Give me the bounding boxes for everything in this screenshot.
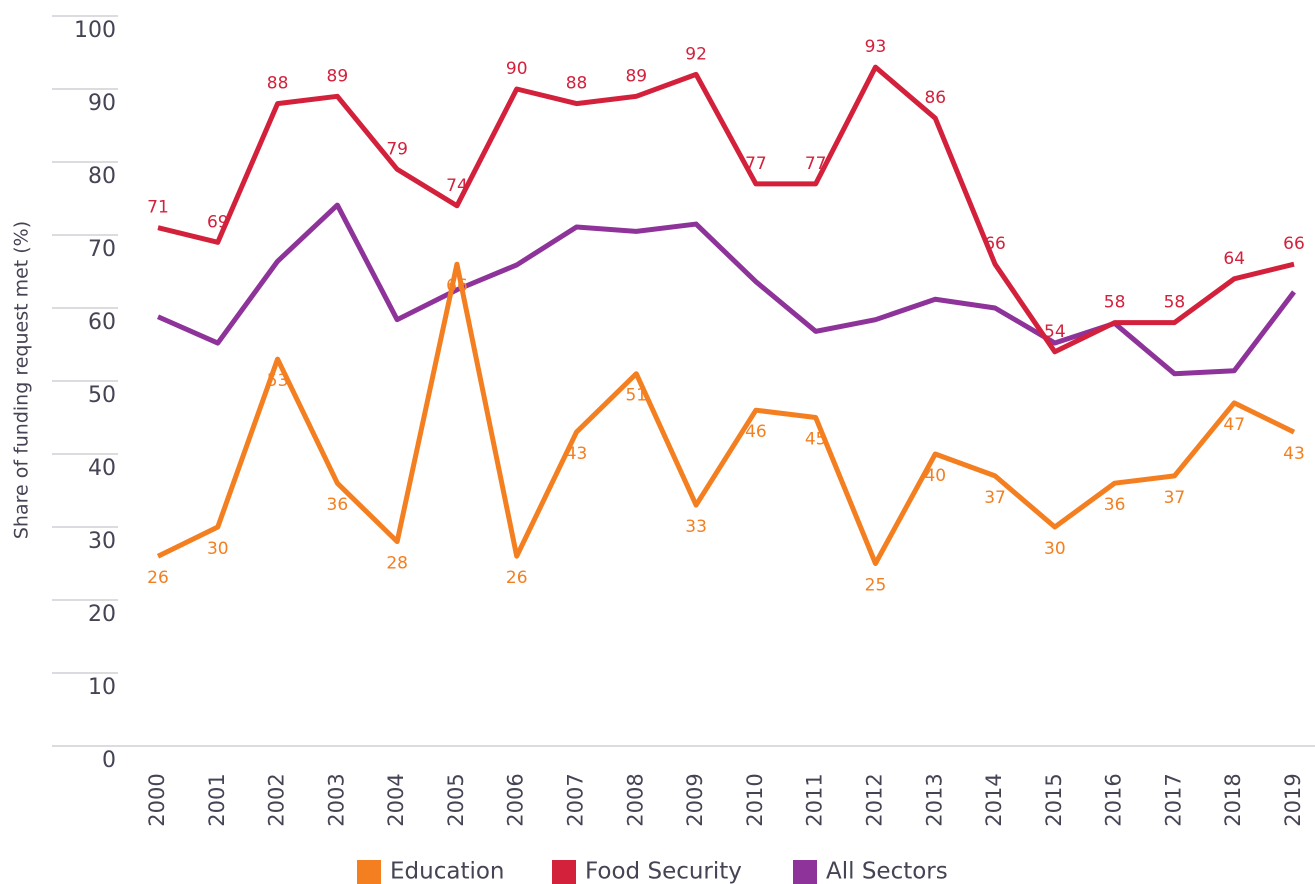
y-tick-label: 80: [88, 164, 116, 189]
data-label: 64: [1223, 249, 1245, 269]
x-tick-label: 2006: [504, 773, 528, 826]
x-tick-label: 2001: [205, 773, 229, 826]
data-label: 43: [566, 444, 588, 464]
y-tick-label: 20: [88, 602, 116, 627]
x-tick-label: 2003: [324, 773, 348, 826]
data-label: 58: [1104, 293, 1126, 313]
data-label: 43: [1283, 444, 1305, 464]
y-tick-label: 40: [88, 456, 116, 481]
data-label: 30: [207, 539, 229, 559]
data-label: 93: [865, 37, 887, 57]
x-tick-label: 2005: [444, 773, 468, 826]
data-label: 58: [1164, 293, 1186, 313]
y-tick-label: 10: [88, 675, 116, 700]
data-label: 77: [805, 154, 827, 174]
data-label: 51: [625, 386, 647, 406]
x-tick-label: 2007: [564, 773, 588, 826]
x-tick-label: 2002: [265, 773, 289, 826]
y-tick-label: 0: [102, 748, 116, 773]
x-tick-label: 2008: [623, 773, 647, 826]
data-label: 53: [267, 371, 289, 391]
legend-label: Food Security: [585, 859, 742, 884]
data-label: 88: [566, 74, 588, 94]
x-tick-label: 2013: [922, 773, 946, 826]
x-tick-label: 2017: [1161, 773, 1185, 826]
legend-swatch: [357, 860, 381, 884]
y-tick-label: 30: [88, 529, 116, 554]
y-tick-label: 100: [74, 18, 116, 43]
x-tick-label: 2004: [384, 773, 408, 826]
data-label: 90: [506, 59, 528, 79]
data-label: 36: [1104, 495, 1126, 515]
y-tick-label: 50: [88, 383, 116, 408]
x-tick-label: 2015: [1042, 773, 1066, 826]
x-tick-label: 2000: [145, 773, 169, 826]
data-label: 77: [745, 154, 767, 174]
y-tick-label: 90: [88, 91, 116, 116]
data-label: 66: [984, 234, 1006, 254]
x-tick-label: 2018: [1221, 773, 1245, 826]
data-label: 45: [805, 430, 827, 450]
data-label: 74: [446, 176, 468, 196]
x-tick-label: 2010: [743, 773, 767, 826]
y-tick-label: 70: [88, 237, 116, 262]
data-label: 37: [984, 488, 1006, 508]
data-label: 30: [1044, 539, 1066, 559]
data-label: 88: [267, 74, 289, 94]
data-label: 54: [1044, 322, 1066, 342]
legend-label: Education: [390, 859, 505, 884]
series-line: [156, 261, 1296, 566]
legend-swatch: [552, 860, 576, 884]
series-line: [157, 64, 1295, 355]
data-label: 40: [924, 466, 946, 486]
x-tick-label: 2011: [803, 773, 827, 826]
data-label: 66: [446, 276, 468, 296]
data-label: 26: [506, 568, 528, 588]
data-label: 33: [685, 517, 707, 537]
data-label: 79: [386, 139, 408, 159]
x-tick-label: 2019: [1281, 773, 1305, 826]
data-label: 69: [207, 212, 229, 232]
data-label: 37: [1164, 488, 1186, 508]
x-tick-label: 2009: [683, 773, 707, 826]
data-label: 28: [386, 554, 408, 574]
data-label: 66: [1283, 234, 1305, 254]
x-tick-label: 2016: [1102, 773, 1126, 826]
y-axis-label: Share of funding request met (%): [11, 221, 33, 539]
data-label: 71: [147, 198, 169, 218]
data-label: 36: [327, 495, 349, 515]
y-tick-label: 60: [88, 310, 116, 335]
x-tick-label: 2012: [862, 773, 886, 826]
series-line: [156, 202, 1296, 377]
data-label: 92: [685, 44, 707, 64]
data-label: 25: [865, 576, 887, 596]
legend-swatch: [793, 860, 817, 884]
x-tick-label: 2014: [982, 773, 1006, 826]
data-label: 26: [147, 568, 169, 588]
data-label: 46: [745, 422, 767, 442]
data-label: 89: [327, 66, 349, 86]
data-label: 47: [1223, 415, 1245, 435]
data-label: 89: [625, 66, 647, 86]
legend-label: All Sectors: [826, 859, 948, 884]
data-label: 86: [924, 88, 946, 108]
